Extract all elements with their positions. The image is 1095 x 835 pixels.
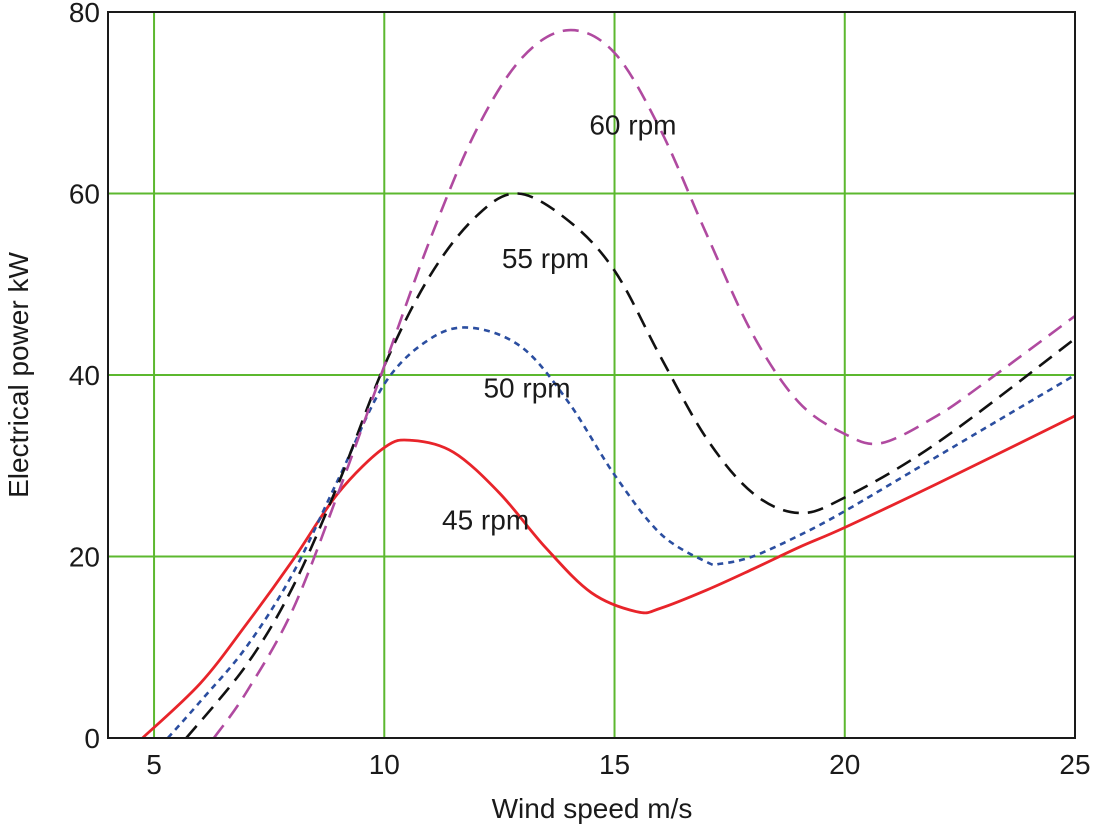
x-tick-label: 15: [599, 749, 630, 780]
x-axis-label: Wind speed m/s: [492, 793, 693, 824]
series-line-45-rpm: [141, 414, 1076, 740]
y-axis-label: Electrical power kW: [3, 252, 34, 498]
y-tick-label: 80: [69, 0, 100, 28]
series-labels: 45 rpm 50 rpm 55 rpm 60 rpm: [442, 110, 677, 536]
y-tick-label: 40: [69, 360, 100, 391]
series-line-60-rpm: [212, 28, 1076, 739]
y-tick-label: 20: [69, 542, 100, 573]
series-label: 45 rpm: [442, 504, 529, 535]
y-tick-label: 0: [84, 723, 100, 754]
series-label: 60 rpm: [589, 110, 676, 141]
x-tick-label: 20: [829, 749, 860, 780]
series-line-55-rpm: [185, 192, 1076, 739]
x-tick-label: 25: [1059, 749, 1090, 780]
y-tick-label: 60: [69, 179, 100, 210]
plot-frame: [107, 11, 1076, 739]
tick-labels: 5 10 15 20 25 0 20 40 60 80: [69, 0, 1091, 780]
series-label: 55 rpm: [502, 243, 589, 274]
series-line-50-rpm: [166, 326, 1076, 739]
x-tick-label: 10: [369, 749, 400, 780]
series-lines: [141, 28, 1076, 740]
x-tick-label: 5: [146, 749, 162, 780]
series-label: 50 rpm: [483, 373, 570, 404]
